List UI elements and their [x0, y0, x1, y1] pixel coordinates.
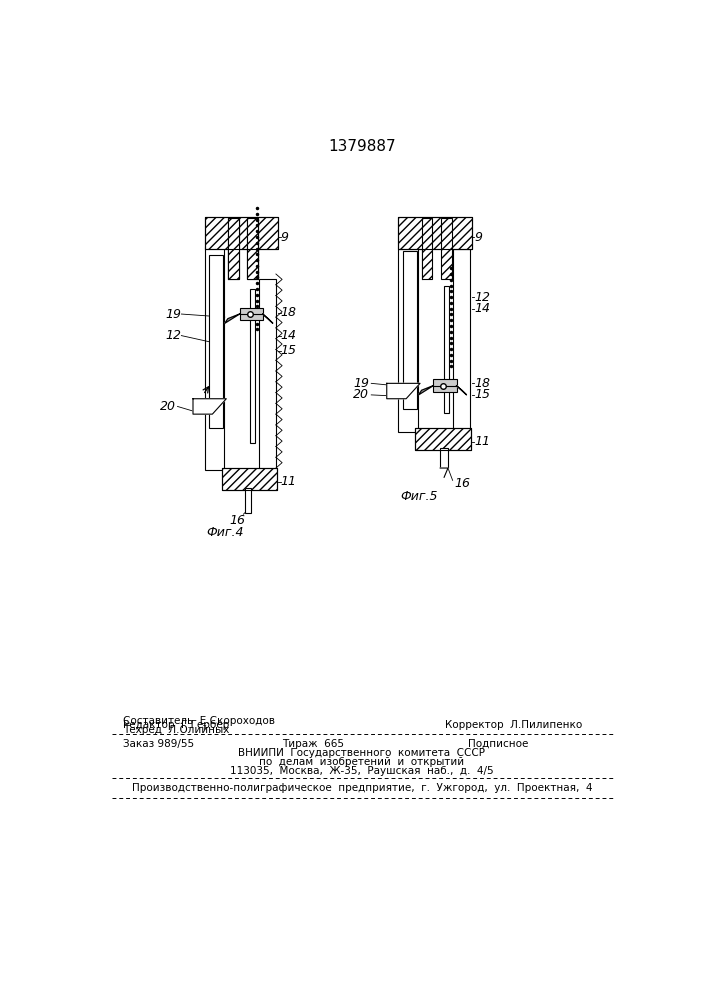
- Bar: [247, 218, 258, 279]
- Bar: [228, 218, 258, 279]
- Text: 12: 12: [166, 329, 182, 342]
- Polygon shape: [225, 314, 240, 323]
- Text: 18: 18: [281, 306, 296, 319]
- Bar: [416, 428, 472, 450]
- Bar: [259, 279, 276, 470]
- Bar: [421, 218, 452, 279]
- Text: 16: 16: [454, 477, 470, 490]
- Bar: [444, 286, 449, 413]
- Bar: [222, 468, 277, 490]
- Text: Тираж  665: Тираж 665: [282, 739, 344, 749]
- Text: 9: 9: [474, 231, 482, 244]
- Text: по  делам  изобретений  и  открытий: по делам изобретений и открытий: [259, 757, 464, 767]
- Bar: [416, 428, 472, 450]
- Bar: [452, 249, 469, 432]
- Bar: [441, 218, 452, 279]
- Polygon shape: [263, 314, 273, 323]
- Polygon shape: [387, 383, 420, 399]
- Polygon shape: [419, 386, 433, 395]
- Bar: [433, 379, 457, 392]
- Text: 20: 20: [354, 388, 370, 401]
- Text: ВНИИПИ  Государственного  комитета  СССР: ВНИИПИ Государственного комитета СССР: [238, 748, 486, 758]
- Bar: [240, 308, 263, 320]
- Bar: [421, 218, 433, 279]
- Bar: [222, 468, 277, 490]
- Text: 12: 12: [474, 291, 491, 304]
- Text: 1379887: 1379887: [328, 139, 396, 154]
- Bar: [209, 255, 223, 428]
- Bar: [245, 488, 251, 513]
- Text: 15: 15: [281, 344, 296, 358]
- Text: 18: 18: [474, 377, 491, 390]
- Text: Заказ 989/55: Заказ 989/55: [123, 739, 194, 749]
- Text: Фиг.5: Фиг.5: [400, 490, 438, 503]
- Text: 113035,  Москва,  Ж-35,  Раушская  наб.,  д.  4/5: 113035, Москва, Ж-35, Раушская наб., д. …: [230, 766, 493, 776]
- Bar: [398, 249, 418, 432]
- Polygon shape: [440, 468, 448, 477]
- Text: 20: 20: [160, 400, 175, 413]
- Bar: [398, 217, 472, 249]
- Text: Корректор  Л.Пилипенко: Корректор Л.Пилипенко: [445, 720, 582, 730]
- Text: 14: 14: [281, 329, 296, 342]
- Text: Техред  Л.Олийных: Техред Л.Олийных: [123, 725, 230, 735]
- Text: Редактор  Г.Гербер: Редактор Г.Гербер: [123, 720, 230, 730]
- Bar: [398, 217, 472, 249]
- Text: Подписное: Подписное: [468, 739, 529, 749]
- Polygon shape: [457, 386, 467, 395]
- Text: 9: 9: [281, 231, 288, 244]
- Text: 15: 15: [474, 388, 491, 401]
- Polygon shape: [193, 399, 226, 414]
- Bar: [228, 218, 239, 279]
- Bar: [250, 289, 255, 443]
- Text: Составитель  Е.Скороходов: Составитель Е.Скороходов: [123, 716, 275, 726]
- Bar: [204, 247, 224, 470]
- Text: 11: 11: [474, 435, 491, 448]
- Bar: [403, 251, 417, 409]
- Text: Фиг.4: Фиг.4: [206, 526, 244, 539]
- Text: 11: 11: [281, 475, 296, 488]
- Text: 16: 16: [229, 514, 245, 527]
- Bar: [440, 448, 448, 468]
- Bar: [228, 218, 239, 279]
- Bar: [204, 217, 279, 249]
- Bar: [247, 218, 258, 279]
- Text: Производственно-полиграфическое  предприятие,  г.  Ужгород,  ул.  Проектная,  4: Производственно-полиграфическое предприя…: [132, 783, 592, 793]
- Text: 19: 19: [354, 377, 370, 390]
- Bar: [204, 217, 279, 249]
- Text: 19: 19: [166, 308, 182, 321]
- Text: 14: 14: [474, 302, 491, 315]
